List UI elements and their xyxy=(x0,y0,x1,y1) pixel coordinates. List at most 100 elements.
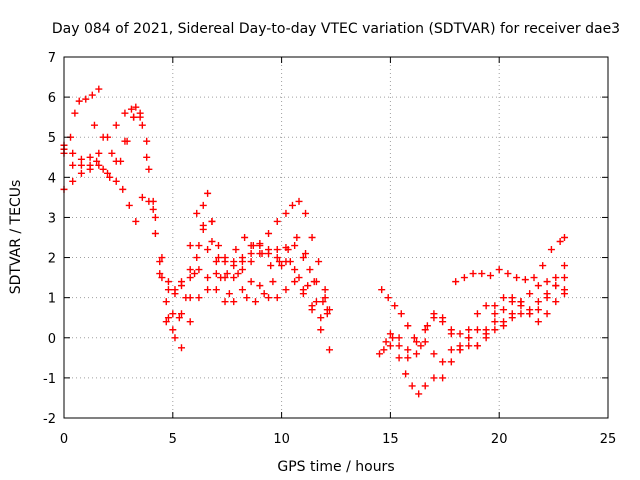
series-track-12 xyxy=(452,234,568,286)
data-point xyxy=(241,234,249,241)
y-tick-label: 7 xyxy=(48,51,56,66)
data-point xyxy=(402,370,410,378)
data-point xyxy=(249,242,257,250)
data-point xyxy=(164,286,172,294)
data-point xyxy=(186,294,194,302)
data-point xyxy=(251,298,259,306)
data-point xyxy=(560,234,568,241)
data-point xyxy=(93,157,101,165)
data-point xyxy=(317,314,325,322)
data-point xyxy=(99,133,107,141)
data-point xyxy=(138,121,146,129)
data-point xyxy=(302,209,310,217)
x-axis-label: GPS time / hours xyxy=(277,459,394,475)
data-point xyxy=(482,302,490,310)
data-point xyxy=(308,234,316,241)
data-point xyxy=(178,310,186,318)
data-point xyxy=(404,322,412,330)
x-tick-label: 10 xyxy=(273,432,290,447)
data-point xyxy=(421,382,429,390)
data-point xyxy=(415,390,423,398)
data-point xyxy=(178,278,186,286)
data-point xyxy=(430,374,438,382)
data-point xyxy=(560,290,568,298)
data-point xyxy=(460,274,468,282)
data-point xyxy=(214,254,222,262)
data-point xyxy=(456,346,464,354)
data-point xyxy=(491,318,499,326)
data-point xyxy=(256,242,264,250)
data-point xyxy=(543,310,551,318)
data-point xyxy=(195,242,203,250)
data-point xyxy=(543,290,551,298)
data-point xyxy=(447,326,455,334)
data-point xyxy=(69,149,77,157)
data-point xyxy=(304,282,312,290)
series-track-1 xyxy=(60,85,103,157)
data-point xyxy=(486,272,494,280)
data-point xyxy=(310,278,318,286)
y-tick-label: -2 xyxy=(43,412,56,427)
data-point xyxy=(265,246,273,254)
data-point xyxy=(397,310,405,318)
data-point xyxy=(430,314,438,322)
data-point xyxy=(117,157,125,165)
data-point xyxy=(193,254,201,262)
data-point xyxy=(282,286,290,294)
data-point xyxy=(500,306,508,314)
data-point xyxy=(127,105,135,113)
data-point xyxy=(273,294,281,302)
data-point xyxy=(556,238,564,246)
data-point xyxy=(247,250,255,258)
data-point xyxy=(193,209,201,217)
data-point xyxy=(473,310,481,318)
data-point xyxy=(132,217,140,225)
data-point xyxy=(238,286,246,294)
data-point xyxy=(473,326,481,334)
data-point xyxy=(265,294,273,302)
data-point xyxy=(306,266,314,274)
data-point xyxy=(208,238,216,246)
data-point xyxy=(391,302,399,310)
x-tick-label: 25 xyxy=(600,432,617,447)
data-point xyxy=(323,310,331,318)
data-point xyxy=(491,326,499,334)
data-point xyxy=(273,254,281,262)
data-point xyxy=(395,354,403,362)
data-point xyxy=(389,334,397,342)
data-point xyxy=(164,314,172,322)
data-point xyxy=(308,302,316,310)
data-point xyxy=(86,165,94,173)
data-point xyxy=(465,334,473,342)
data-point xyxy=(99,165,107,173)
data-point xyxy=(552,298,560,306)
data-point xyxy=(86,153,94,161)
data-point xyxy=(69,161,77,169)
data-point xyxy=(212,270,220,278)
data-point xyxy=(221,274,229,282)
data-point xyxy=(275,258,283,266)
data-point xyxy=(295,197,303,205)
data-point xyxy=(278,262,286,270)
data-point xyxy=(282,258,290,266)
data-point xyxy=(95,85,103,93)
data-point xyxy=(299,290,307,298)
data-point xyxy=(232,246,240,254)
data-point xyxy=(421,326,429,334)
data-point xyxy=(164,278,172,286)
data-point xyxy=(265,229,273,237)
data-point xyxy=(204,246,212,254)
data-point xyxy=(413,350,421,358)
data-point xyxy=(186,242,194,250)
data-point xyxy=(560,262,568,270)
data-point xyxy=(325,346,333,354)
data-point xyxy=(247,278,255,286)
series-track-7 xyxy=(186,189,327,306)
data-point xyxy=(295,274,303,282)
data-point xyxy=(404,346,412,354)
data-point xyxy=(517,310,525,318)
data-point xyxy=(534,298,542,306)
data-point xyxy=(380,346,388,354)
data-point xyxy=(439,358,447,366)
